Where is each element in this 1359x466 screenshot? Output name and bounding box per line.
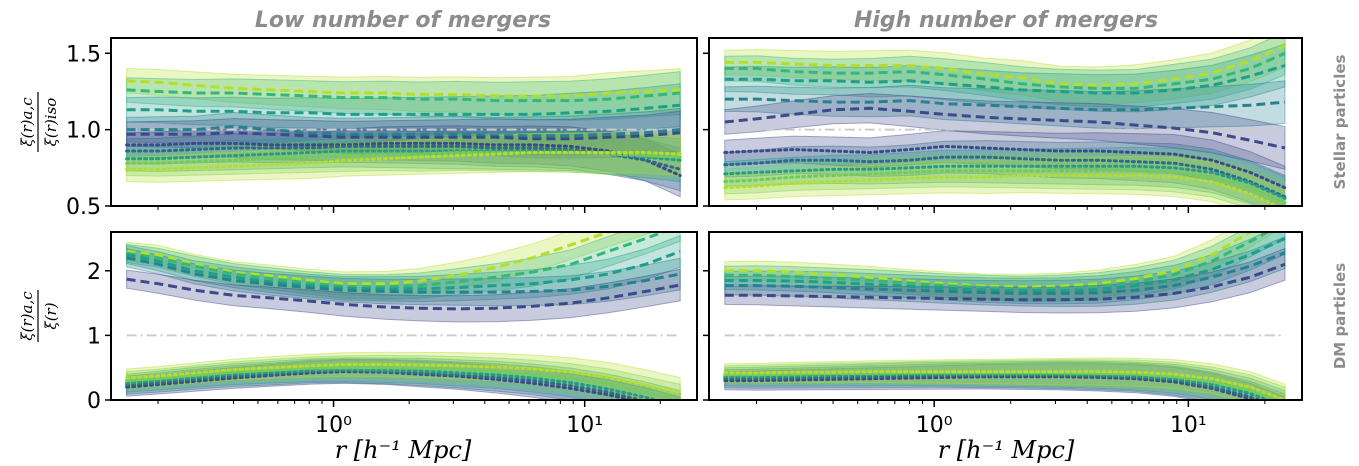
dotted-series-2 xyxy=(723,372,1272,400)
dashed-series-0 xyxy=(126,232,613,286)
dotted-band-4 xyxy=(126,351,681,400)
dashed-series-0 xyxy=(724,44,1286,87)
dashed-band-1 xyxy=(724,38,1286,108)
plot-area-bottom-right xyxy=(723,232,1287,400)
dotted-series-0 xyxy=(723,144,1287,190)
dashed-series-2 xyxy=(724,64,1286,95)
dashed-band-3 xyxy=(126,248,681,307)
dashed-series-1 xyxy=(126,232,668,289)
dotted-series-3 xyxy=(723,169,1287,205)
dotted-band-4 xyxy=(724,357,1286,400)
col-title-low: Low number of mergers xyxy=(255,8,551,33)
dashed-band-4 xyxy=(724,93,1286,170)
dashed-series-3 xyxy=(126,125,681,138)
dotted-series-1 xyxy=(125,369,647,400)
y-tick-label: 1.0 xyxy=(66,119,101,144)
ylabel-top: ξ(r)a,c ξ(r)iso xyxy=(18,92,60,152)
dotted-band-3 xyxy=(724,359,1286,400)
dashed-series-4 xyxy=(126,131,681,141)
dotted-series-4 xyxy=(125,151,682,171)
dashed-series-0 xyxy=(126,79,681,98)
row-label-stellar: Stellar particles xyxy=(1331,54,1349,189)
row-label-dm: DM particles xyxy=(1331,263,1349,369)
panels: 0.5 1.0 1.5 10⁰ 10¹ 0 1 2 10⁰ 10¹ xyxy=(66,37,1303,438)
dashed-series-3 xyxy=(126,256,681,294)
dotted-series-3 xyxy=(125,366,682,400)
dotted-series-2 xyxy=(723,164,1287,200)
axes-frame xyxy=(110,231,698,401)
dotted-band-1 xyxy=(724,140,1286,206)
col-title-high: High number of mergers xyxy=(854,8,1158,33)
dashed-series-4 xyxy=(724,106,1286,150)
dashed-series-4 xyxy=(126,277,681,311)
panel-top-right xyxy=(703,37,1303,213)
axes-frame xyxy=(708,231,1303,401)
dashed-series-1 xyxy=(724,232,1271,291)
axes-frame xyxy=(110,37,698,207)
dashed-series-2 xyxy=(126,103,681,116)
dashed-band-2 xyxy=(126,83,681,134)
dotted-series-2 xyxy=(125,368,662,400)
axes-frame xyxy=(708,37,1303,207)
x-tick-label: 10⁰ xyxy=(916,413,953,438)
x-tick-label: 10⁰ xyxy=(315,413,352,438)
dashed-series-3 xyxy=(724,251,1286,295)
dotted-series-4 xyxy=(723,174,1282,206)
ylabel-bottom-denominator: ξ(r) xyxy=(42,302,60,329)
dotted-series-4 xyxy=(723,370,1287,400)
dashed-series-1 xyxy=(724,51,1286,90)
x-tick-label: 10¹ xyxy=(566,413,603,438)
plot-area-bottom-left xyxy=(125,232,682,400)
y-tick-label: 1 xyxy=(87,324,101,349)
xlabel-left: r [h⁻¹ Mpc] xyxy=(335,436,472,464)
ylabel-top-denominator: ξ(r)iso xyxy=(42,98,60,147)
panel-bottom-right: 10⁰ 10¹ xyxy=(703,231,1303,438)
dotted-series-3 xyxy=(723,371,1281,400)
ylabel-bottom-numerator: ξ(r)a,c xyxy=(18,291,36,341)
plot-area-top-right xyxy=(723,38,1287,206)
ylabel-bottom: ξ(r)a,c ξ(r) xyxy=(18,290,60,342)
panel-bottom-left: 10⁰ 10¹ 0 1 2 xyxy=(87,231,698,438)
dashed-series-1 xyxy=(126,88,681,103)
dashed-series-3 xyxy=(724,97,1286,112)
dashed-band-4 xyxy=(126,268,681,323)
ylabel-top-numerator: ξ(r)a,c xyxy=(18,97,36,147)
dashed-series-2 xyxy=(126,249,681,291)
dotted-band-0 xyxy=(724,130,1286,206)
dashed-series-0 xyxy=(724,232,1253,289)
y-tick-label: 0 xyxy=(87,389,101,414)
dashed-series-4 xyxy=(724,262,1286,302)
dashed-band-0 xyxy=(126,67,681,117)
dashed-band-1 xyxy=(126,71,681,121)
x-tick-label: 10¹ xyxy=(1170,413,1207,438)
dotted-series-1 xyxy=(723,155,1287,199)
dotted-series-4 xyxy=(125,363,682,395)
y-tick-label: 2 xyxy=(87,260,101,285)
dashed-series-2 xyxy=(724,237,1286,293)
y-tick-label: 1.5 xyxy=(66,42,101,67)
panel-top-left: 0.5 1.0 1.5 xyxy=(66,37,698,220)
xlabel-right: r [h⁻¹ Mpc] xyxy=(938,436,1075,464)
plot-area-top-left xyxy=(125,67,682,198)
y-tick-label: 0.5 xyxy=(66,195,101,220)
dotted-series-0 xyxy=(125,141,682,177)
